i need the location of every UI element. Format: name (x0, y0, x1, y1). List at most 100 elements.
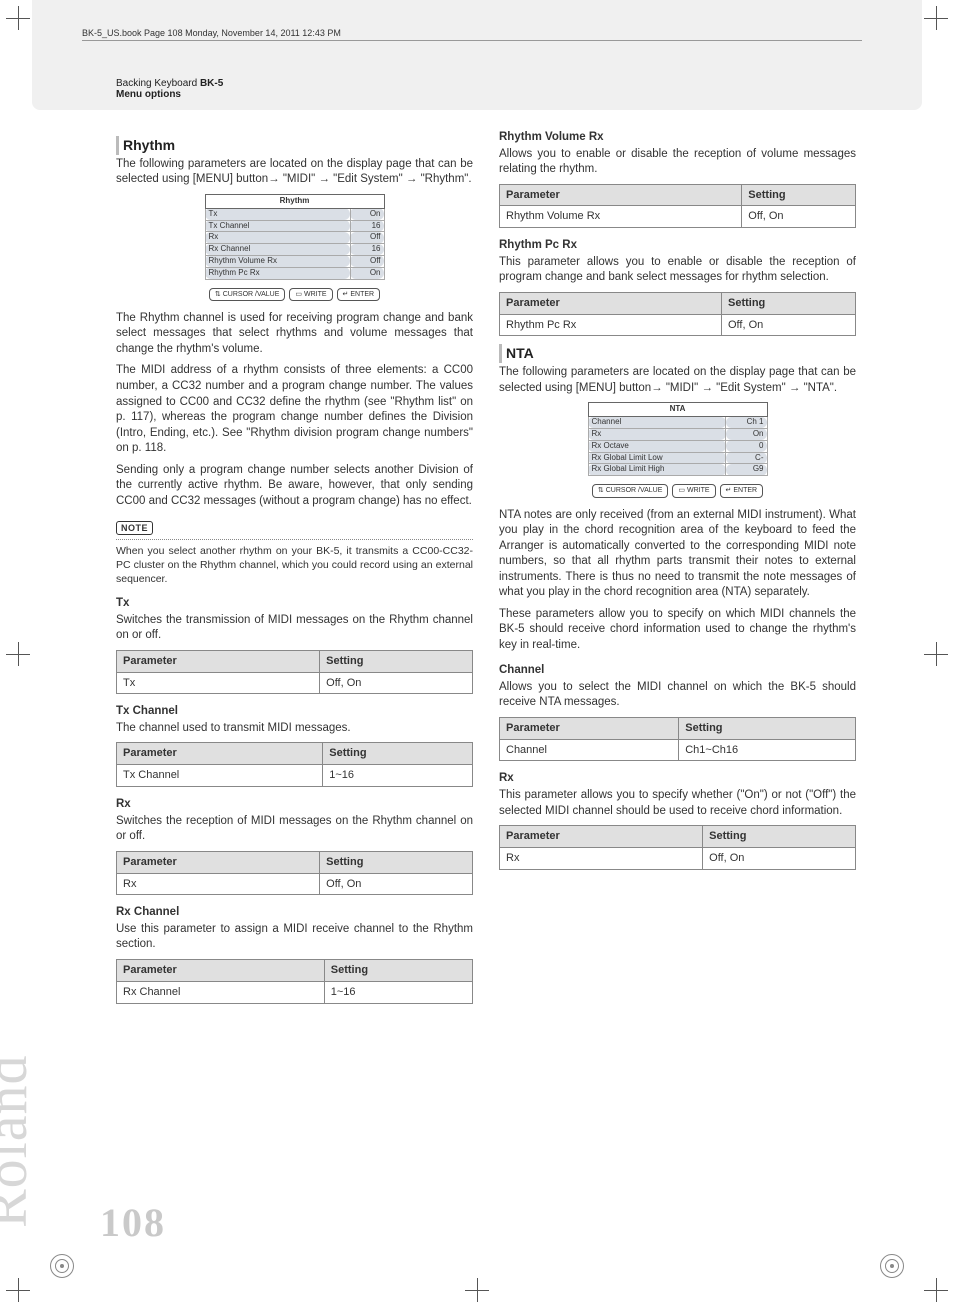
rvr-table: ParameterSetting Rhythm Volume RxOff, On (499, 184, 856, 229)
th-param: Parameter (500, 826, 703, 848)
channel-heading: Channel (499, 663, 856, 679)
crop-mark (6, 6, 30, 30)
rx-desc: Switches the reception of MIDI messages … (116, 814, 473, 845)
lcd-row-key: Rx (205, 232, 350, 244)
header-line2: Menu options (116, 89, 181, 100)
th-setting: Setting (320, 851, 473, 873)
rxch-table: ParameterSetting Rx Channel1~16 (116, 959, 473, 1004)
rhythm-para1: The Rhythm channel is used for receiving… (116, 311, 473, 358)
lcd-row-key: Tx (205, 208, 350, 220)
txch-table: ParameterSetting Tx Channel1~16 (116, 742, 473, 787)
th-param: Parameter (117, 959, 325, 981)
rvr-heading: Rhythm Volume Rx (499, 130, 856, 146)
header-model: BK-5 (200, 78, 223, 89)
lcd-title: Rhythm (205, 194, 384, 208)
nta-intro: The following parameters are located on … (499, 365, 856, 396)
crop-mark (6, 1278, 30, 1302)
rhythm-lcd: Rhythm TxOn Tx Channel16 RxOff Rx Channe… (205, 194, 385, 280)
channel-desc: Allows you to select the MIDI channel on… (499, 680, 856, 711)
tx-table: ParameterSetting TxOff, On (116, 650, 473, 695)
write-icon: ▭ WRITE (672, 484, 715, 497)
cursor-value-icon: ⇅ CURSOR /VALUE (209, 288, 285, 301)
header-text: Backing Keyboard BK-5 Menu options (116, 78, 223, 100)
rvr-desc: Allows you to enable or disable the rece… (499, 147, 856, 178)
lcd-row-key: Rx Global Limit Low (588, 452, 726, 464)
rxch-heading: Rx Channel (116, 905, 473, 921)
rhythm-intro: The following parameters are located on … (116, 157, 473, 188)
rpc-desc: This parameter allows you to enable or d… (499, 255, 856, 286)
th-param: Parameter (117, 743, 323, 765)
lcd-row-key: Rx Global Limit High (588, 464, 726, 476)
lcd-row-key: Rhythm Volume Rx (205, 255, 350, 267)
td-setting: Off, On (320, 672, 473, 694)
td-setting: Off, On (721, 314, 855, 336)
lcd-row-key: Rx Channel (205, 244, 350, 256)
lcd-row-val: Off (350, 255, 384, 267)
brand-watermark: Roland (0, 1054, 40, 1228)
th-param: Parameter (117, 650, 320, 672)
lcd-row-val: 16 (350, 220, 384, 232)
lcd-row-val: On (350, 267, 384, 279)
lcd-row-key: Rhythm Pc Rx (205, 267, 350, 279)
nta-lcd: NTA ChannelCh 1 RxOn Rx Octave0 Rx Globa… (588, 402, 768, 476)
lcd-row-key: Rx Octave (588, 440, 726, 452)
crop-mark (924, 6, 948, 30)
rx2-desc: This parameter allows you to specify whe… (499, 788, 856, 819)
rhythm-heading: Rhythm (116, 136, 473, 155)
th-setting: Setting (324, 959, 472, 981)
crop-mark (465, 1278, 489, 1302)
td-param: Rx (117, 873, 320, 895)
rhythm-para2: The MIDI address of a rhythm consists of… (116, 363, 473, 456)
rx-table: ParameterSetting RxOff, On (116, 851, 473, 896)
right-column: Rhythm Volume Rx Allows you to enable or… (499, 130, 856, 1012)
lcd-title: NTA (588, 403, 767, 417)
rxch-desc: Use this parameter to assign a MIDI rece… (116, 922, 473, 953)
rhythm-para3: Sending only a program change number sel… (116, 463, 473, 510)
td-param: Tx Channel (117, 765, 323, 787)
note-divider (116, 539, 473, 540)
td-param: Rhythm Pc Rx (500, 314, 722, 336)
lcd-row-val: On (726, 428, 767, 440)
crop-mark (924, 1278, 948, 1302)
crop-mark (924, 642, 948, 666)
th-param: Parameter (500, 184, 742, 206)
td-setting: Off, On (742, 206, 856, 228)
th-setting: Setting (721, 292, 855, 314)
header-line1: Backing Keyboard (116, 78, 200, 89)
th-param: Parameter (117, 851, 320, 873)
left-column: Rhythm The following parameters are loca… (116, 130, 473, 1012)
td-param: Rx Channel (117, 981, 325, 1003)
td-setting: Off, On (703, 847, 856, 869)
enter-icon: ↵ ENTER (720, 484, 764, 497)
channel-table: ParameterSetting ChannelCh1~Ch16 (499, 717, 856, 762)
registration-target-icon (880, 1254, 904, 1278)
th-param: Parameter (500, 292, 722, 314)
enter-icon: ↵ ENTER (337, 288, 381, 301)
lcd-row-val: C- (726, 452, 767, 464)
crop-mark (6, 642, 30, 666)
txch-desc: The channel used to transmit MIDI messag… (116, 721, 473, 737)
registration-target-icon (50, 1254, 74, 1278)
page-content: Rhythm The following parameters are loca… (116, 130, 856, 1012)
th-setting: Setting (742, 184, 856, 206)
lcd-row-val: G9 (726, 464, 767, 476)
lcd-row-val: 16 (350, 244, 384, 256)
rpc-heading: Rhythm Pc Rx (499, 238, 856, 254)
th-setting: Setting (323, 743, 473, 765)
lcd-row-key: Rx (588, 428, 726, 440)
lcd-row-key: Channel (588, 417, 726, 429)
lcd-row-val: 0 (726, 440, 767, 452)
td-setting: 1~16 (324, 981, 472, 1003)
lcd-row-val: Ch 1 (726, 417, 767, 429)
page-number: 108 (100, 1199, 166, 1246)
th-setting: Setting (320, 650, 473, 672)
note-label: NOTE (116, 521, 153, 535)
lcd-button-row: ⇅ CURSOR /VALUE ▭ WRITE ↵ ENTER (588, 484, 768, 497)
td-param: Rhythm Volume Rx (500, 206, 742, 228)
th-setting: Setting (703, 826, 856, 848)
rx-heading: Rx (116, 797, 473, 813)
lcd-button-row: ⇅ CURSOR /VALUE ▭ WRITE ↵ ENTER (205, 288, 385, 301)
txch-heading: Tx Channel (116, 704, 473, 720)
td-setting: 1~16 (323, 765, 473, 787)
lcd-row-val: Off (350, 232, 384, 244)
